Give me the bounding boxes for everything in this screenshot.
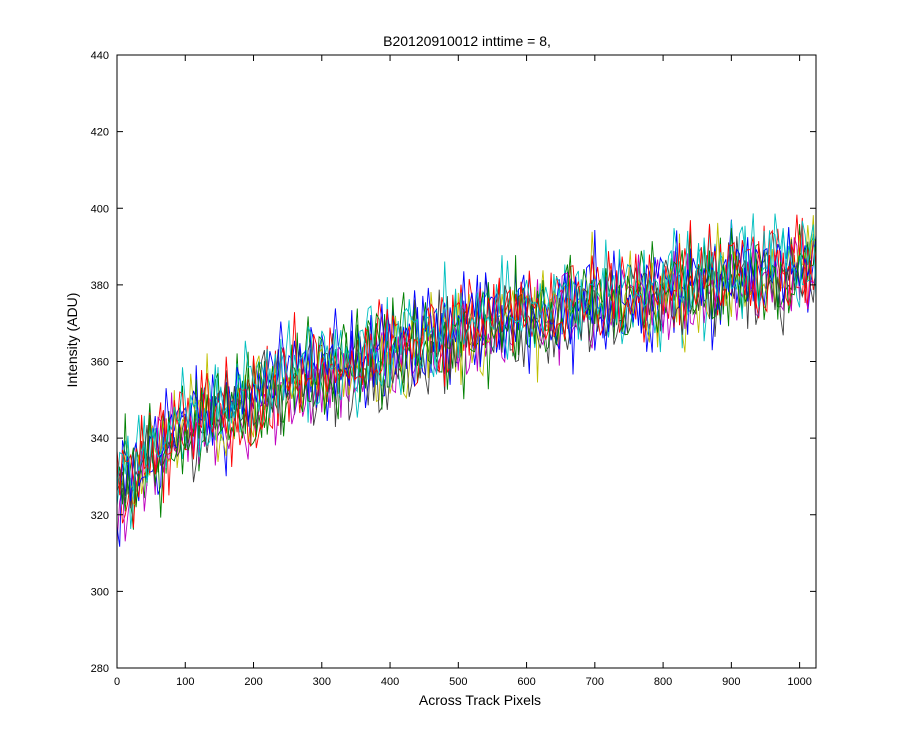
x-tick-label: 600 (517, 676, 535, 688)
x-tick-label: 700 (586, 676, 604, 688)
series-line-10 (116, 214, 817, 496)
x-tick-label: 500 (449, 676, 467, 688)
y-tick-label: 380 (91, 280, 109, 292)
y-tick-label: 420 (91, 127, 109, 139)
y-tick-label: 360 (91, 357, 109, 369)
x-tick-label: 100 (176, 676, 194, 688)
x-tick-label: 0 (114, 676, 120, 688)
x-tick-label: 900 (722, 676, 740, 688)
y-axis-title: Intensity (ADU) (64, 293, 80, 388)
x-tick-label: 1000 (787, 676, 811, 688)
x-tick-label: 400 (381, 676, 399, 688)
y-axis-ticks: 280 300 320 340 360 380 400 420 440 (91, 50, 816, 675)
x-tick-label: 200 (244, 676, 262, 688)
y-tick-label: 440 (91, 50, 109, 62)
y-tick-label: 280 (91, 663, 109, 675)
y-tick-label: 300 (91, 586, 109, 598)
x-axis-title: Across Track Pixels (419, 692, 541, 708)
chart-title: B20120910012 inttime = 8, (383, 33, 551, 49)
x-tick-label: 300 (313, 676, 331, 688)
x-tick-label: 800 (654, 676, 672, 688)
series-line-11 (116, 213, 817, 494)
x-axis-ticks: 0 100 200 300 400 500 600 700 800 900 1000 (114, 55, 812, 688)
y-tick-label: 340 (91, 433, 109, 445)
plot-area (117, 55, 816, 668)
series-layer (116, 213, 817, 547)
y-tick-label: 400 (91, 203, 109, 215)
y-tick-label: 320 (91, 510, 109, 522)
series-line-7 (116, 236, 817, 509)
